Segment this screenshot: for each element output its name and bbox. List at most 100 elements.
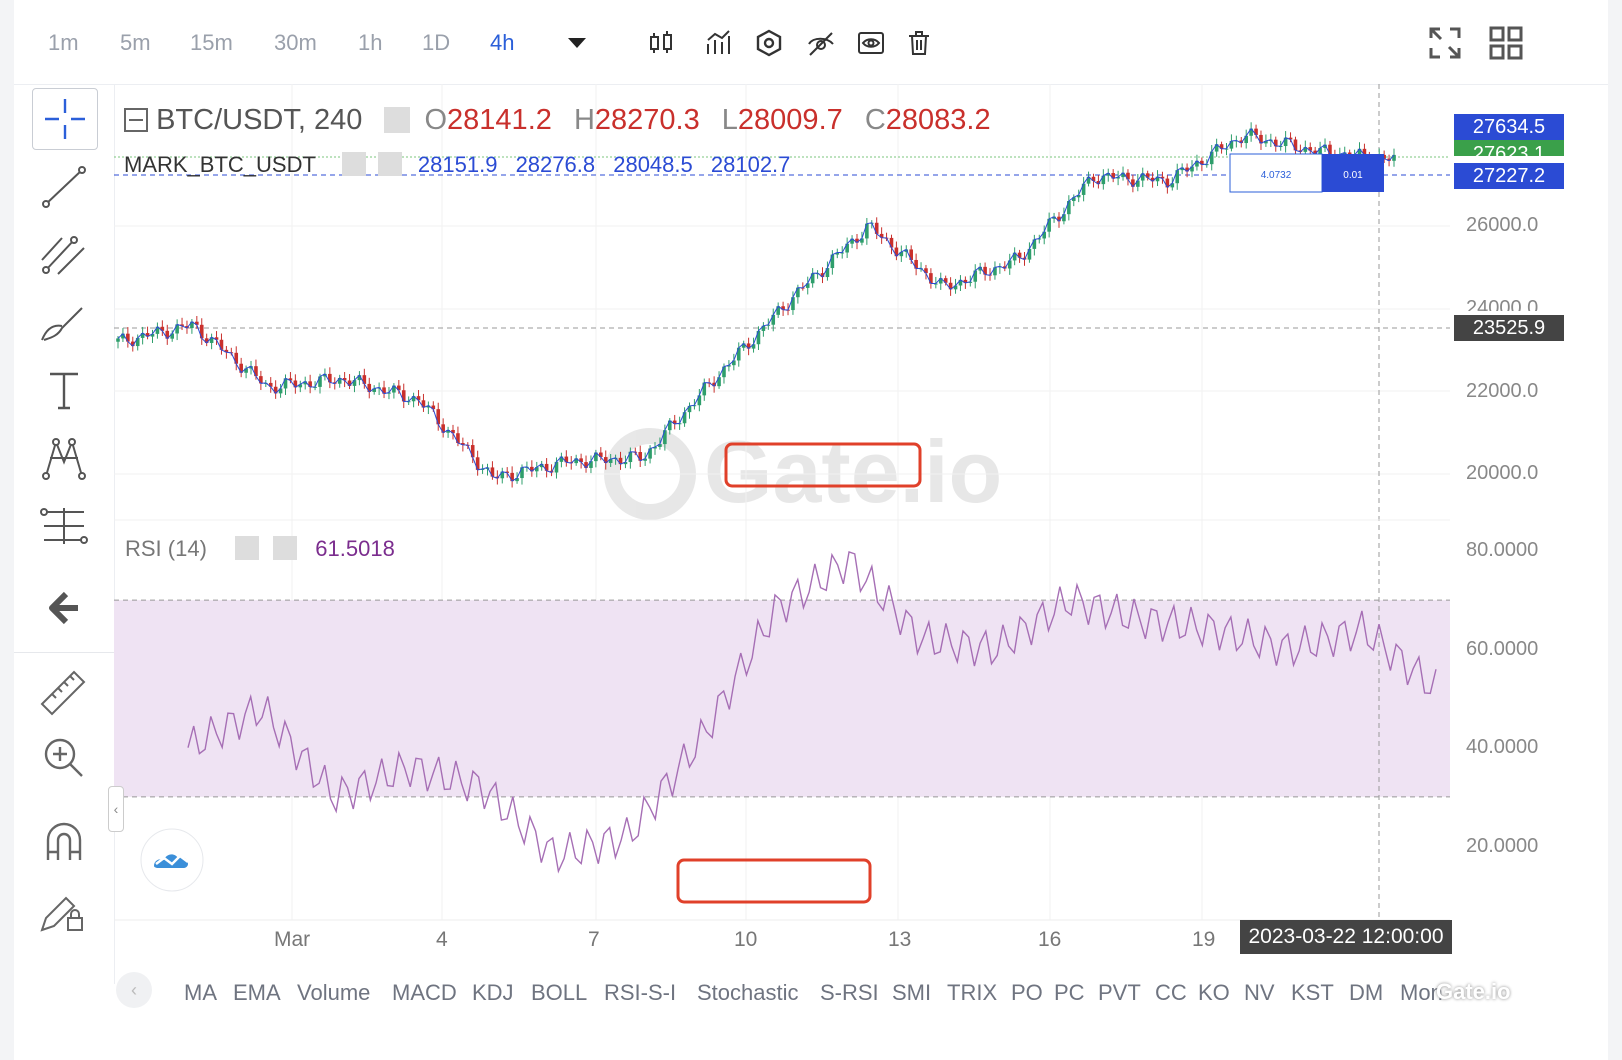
mark-price-label: 27623.1 [1454,140,1564,156]
pattern-tool-icon[interactable] [32,428,96,488]
rsi-legend: RSI (14) 61.5018 [125,536,395,562]
timeframe-30m[interactable]: 30m [274,30,317,55]
candle [372,388,376,392]
scroll-left-icon[interactable]: ‹ [116,972,152,1008]
indicators-icon[interactable] [704,28,734,58]
candle [850,238,854,244]
candle [160,326,165,331]
indicator-trix[interactable]: TRIX [947,980,998,1005]
drawing-toolbar [14,84,115,984]
eye-icon[interactable] [856,28,886,58]
candle [909,249,913,260]
indicator-pc[interactable]: PC [1054,980,1085,1005]
rsi-settings-icon[interactable] [235,536,260,560]
crosshair-icon[interactable] [32,88,98,150]
settings-hex-icon[interactable] [754,28,784,58]
lock-drawing-icon[interactable] [32,882,96,942]
brand-logo-text: Gate.io [1436,979,1511,1004]
timeframe-1m[interactable]: 1m [48,30,79,55]
indicator-rsi-s-i[interactable]: RSI-S-I [604,980,677,1005]
indicator-s-rsi[interactable]: S-RSI [820,980,879,1005]
candle [865,223,869,239]
measure-range-icon[interactable] [32,496,96,556]
indicator-volume[interactable]: Volume [297,980,371,1005]
indicator-mon[interactable]: Mon [1400,980,1443,1005]
mark-settings-icon[interactable] [341,152,366,176]
hide-drawings-icon[interactable] [806,28,836,58]
candle [397,385,401,391]
timeframe-5m[interactable]: 5m [120,30,151,55]
candle [914,259,918,269]
rsi-line [187,551,1437,874]
candle [1382,154,1386,159]
candle [1057,216,1061,222]
candle [1047,218,1051,232]
timeframe-1h[interactable]: 1h [358,30,383,55]
back-arrow-icon[interactable] [32,578,96,638]
timeframe-1d[interactable]: 1D [422,30,451,55]
candle [756,330,761,345]
candle [963,279,968,283]
high-label: H [573,104,595,136]
candle [121,333,125,339]
indicator-ko[interactable]: KO [1198,980,1230,1005]
candle [116,338,120,342]
candle [855,238,859,243]
rsi-close-icon[interactable] [273,536,298,560]
trendline-icon[interactable] [32,156,96,216]
candle [308,381,312,387]
indicator-smi[interactable]: SMI [892,980,932,1005]
collapse-toolbar-handle[interactable]: ‹ [108,786,124,832]
candle [170,333,174,339]
text-tool-icon[interactable] [32,360,96,420]
ruler-icon[interactable] [32,660,96,720]
fib-lines-icon[interactable] [32,224,96,284]
candle [135,337,140,347]
last-price-label: 27634.5 [1454,114,1564,140]
indicator-pvt[interactable]: PVT [1098,980,1141,1005]
candle [899,251,904,257]
brush-icon[interactable] [32,292,96,352]
candle [973,270,978,282]
open-label: O [424,104,448,136]
indicator-kst[interactable]: KST [1291,980,1334,1005]
y-tick: 22000.0 [1466,380,1539,402]
candle [1229,140,1234,149]
fullscreen-icon[interactable] [1428,26,1462,60]
timeframe-4h[interactable]: 4h [490,30,515,55]
indicator-nv[interactable]: NV [1244,980,1275,1005]
candle [1214,144,1219,152]
chart-frame: 1m 5m 15m 30m 1h 1D 4h [14,0,1608,1060]
order-box[interactable]: 4.0732 0.01 [1229,153,1384,193]
candle [209,337,214,343]
timeframe-15m[interactable]: 15m [190,30,233,55]
indicator-stochastic[interactable]: Stochastic [697,980,799,1005]
indicator-ema[interactable]: EMA [233,980,281,1005]
indicator-kdj[interactable]: KDJ [472,980,514,1005]
indicator-macd[interactable]: MACD [392,980,457,1005]
candle [411,396,416,402]
indicator-boll[interactable]: BOLL [531,980,588,1005]
candle [180,324,184,327]
indicator-dm[interactable]: DM [1349,980,1384,1005]
dropdown-arrow-icon[interactable] [562,28,592,58]
candle [1012,252,1017,261]
candle [603,457,608,463]
mark-close-icon[interactable] [377,152,402,176]
chart-canvas[interactable]: Gate.io 4.0732 0.01 [114,84,1608,968]
candle [663,430,667,445]
legend-settings-icon[interactable] [384,107,411,133]
zoom-in-icon[interactable] [32,728,96,788]
indicator-cc[interactable]: CC [1155,980,1187,1005]
magnet-icon[interactable] [32,814,96,874]
trash-icon[interactable] [904,28,934,58]
mark-name: MARK_BTC_USDT [124,152,316,177]
indicator-po[interactable]: PO [1011,980,1043,1005]
indicator-ma[interactable]: MA [184,980,217,1005]
candle [1017,252,1022,258]
collapse-icon[interactable] [124,108,148,132]
layout-grid-icon[interactable] [1488,25,1524,61]
candle-type-icon[interactable] [646,28,676,58]
candle [805,283,810,288]
cloud-layout-icon[interactable] [140,828,204,892]
